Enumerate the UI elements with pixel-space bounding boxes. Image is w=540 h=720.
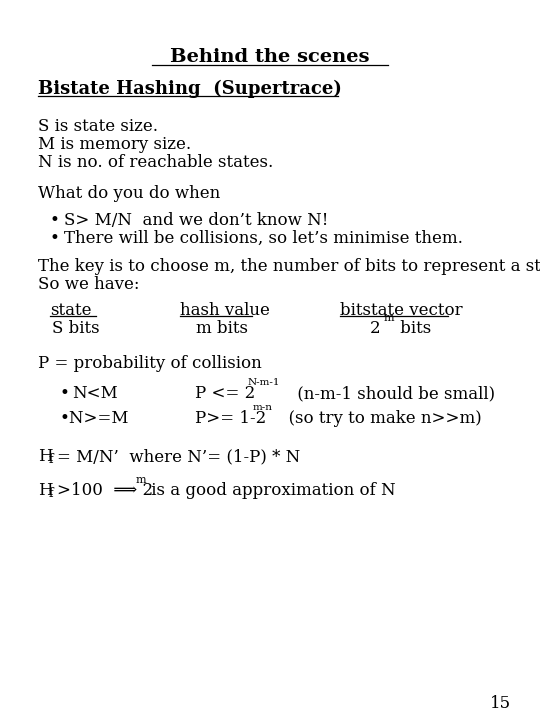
Text: •: •: [60, 385, 70, 402]
Text: Behind the scenes: Behind the scenes: [170, 48, 370, 66]
Text: •: •: [50, 230, 60, 247]
Text: N<M: N<M: [72, 385, 118, 402]
Text: is a good approximation of N: is a good approximation of N: [146, 482, 396, 499]
Text: m-n: m-n: [253, 403, 273, 412]
Text: •N>=M: •N>=M: [60, 410, 130, 427]
Text: P>= 1-2: P>= 1-2: [195, 410, 266, 427]
Text: (so try to make n>>m): (so try to make n>>m): [278, 410, 482, 427]
Text: So we have:: So we have:: [38, 276, 139, 293]
Text: There will be collisions, so let’s minimise them.: There will be collisions, so let’s minim…: [64, 230, 463, 247]
Text: Bistate Hashing  (Supertrace): Bistate Hashing (Supertrace): [38, 80, 342, 98]
Text: P = probability of collision: P = probability of collision: [38, 355, 262, 372]
Text: 2: 2: [370, 320, 381, 337]
Text: The key is to choose m, the number of bits to represent a state.: The key is to choose m, the number of bi…: [38, 258, 540, 275]
Text: = M/N’  where N’= (1-P) * N: = M/N’ where N’= (1-P) * N: [57, 448, 300, 465]
Text: •: •: [50, 212, 60, 229]
Text: S bits: S bits: [52, 320, 99, 337]
Text: hash value: hash value: [180, 302, 270, 319]
Text: state: state: [50, 302, 91, 319]
Text: H: H: [38, 482, 52, 499]
Text: What do you do when: What do you do when: [38, 185, 220, 202]
Text: bitstate vector: bitstate vector: [340, 302, 463, 319]
Text: (n-m-1 should be small): (n-m-1 should be small): [292, 385, 495, 402]
Text: N is no. of reachable states.: N is no. of reachable states.: [38, 154, 273, 171]
Text: f: f: [49, 453, 53, 466]
Text: f: f: [49, 487, 53, 500]
Text: H: H: [38, 448, 52, 465]
Text: m: m: [384, 313, 395, 323]
Text: m: m: [136, 475, 147, 485]
Text: S is state size.: S is state size.: [38, 118, 158, 135]
Text: 15: 15: [490, 695, 511, 712]
Text: P <= 2: P <= 2: [195, 385, 255, 402]
Text: N-m-1: N-m-1: [248, 378, 280, 387]
Text: m bits: m bits: [196, 320, 248, 337]
Text: >100  ⟹ 2: >100 ⟹ 2: [57, 482, 153, 499]
Text: S> M/N  and we don’t know N!: S> M/N and we don’t know N!: [64, 212, 328, 229]
Text: bits: bits: [395, 320, 431, 337]
Text: M is memory size.: M is memory size.: [38, 136, 191, 153]
